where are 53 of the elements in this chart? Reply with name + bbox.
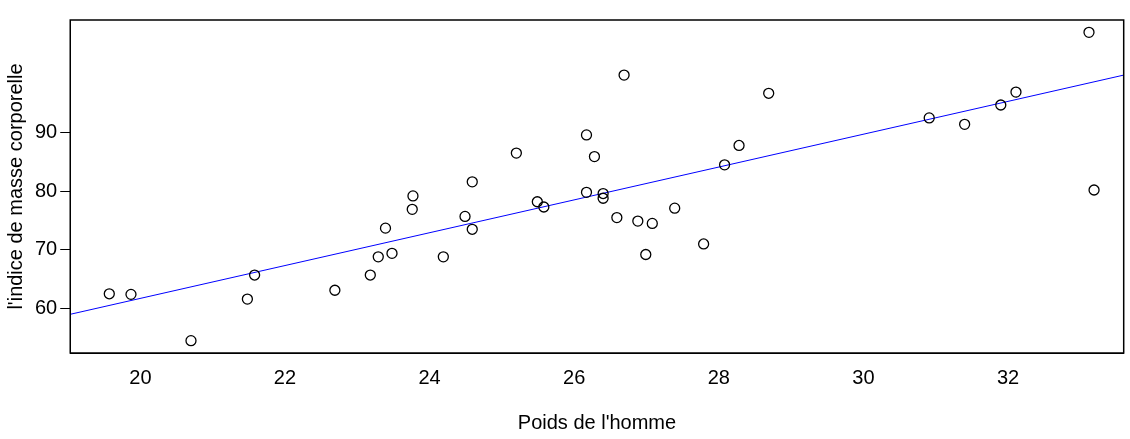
x-tick-label: 26 [563, 365, 586, 388]
point [646, 217, 658, 230]
point [611, 211, 623, 224]
y-tick-label: 60 [35, 295, 58, 318]
y-axis-title: l'indice de masse corporelle [3, 63, 26, 310]
point [763, 87, 775, 99]
point [248, 269, 261, 281]
point [632, 215, 644, 227]
point [718, 159, 731, 171]
point [580, 129, 593, 141]
point [466, 223, 478, 235]
point [379, 222, 392, 234]
point [640, 248, 652, 261]
point [597, 192, 609, 204]
x-tick-label: 22 [273, 365, 297, 388]
point [923, 112, 935, 124]
point [1088, 184, 1100, 196]
point [437, 251, 449, 263]
x-tick-label: 28 [707, 365, 730, 388]
point [459, 210, 471, 223]
point [1083, 26, 1095, 38]
point [580, 186, 593, 199]
point [466, 176, 478, 188]
point [407, 190, 419, 202]
point [697, 238, 710, 250]
x-tick-label: 24 [418, 365, 441, 388]
point [372, 251, 384, 263]
point [538, 201, 550, 213]
point [364, 269, 376, 281]
point [510, 147, 523, 159]
point [669, 202, 681, 214]
x-tick-label: 20 [129, 365, 152, 388]
point [103, 288, 115, 300]
point [597, 187, 609, 200]
point [958, 118, 971, 131]
point [386, 247, 398, 259]
y-tick-label: 80 [35, 178, 58, 201]
y-tick-label: 70 [35, 237, 58, 260]
point [733, 139, 745, 152]
point [618, 69, 630, 81]
point [588, 150, 601, 163]
point [125, 288, 137, 301]
point [406, 203, 418, 216]
point [1010, 86, 1022, 98]
point [185, 335, 197, 347]
point [995, 99, 1007, 111]
point [531, 196, 543, 208]
x-axis-title: Poids de l'homme [517, 410, 677, 433]
y-tick-label: 90 [35, 120, 58, 143]
point [241, 293, 254, 305]
point [329, 284, 341, 296]
x-tick-label: 32 [996, 365, 1020, 388]
x-tick-label: 30 [852, 365, 875, 388]
